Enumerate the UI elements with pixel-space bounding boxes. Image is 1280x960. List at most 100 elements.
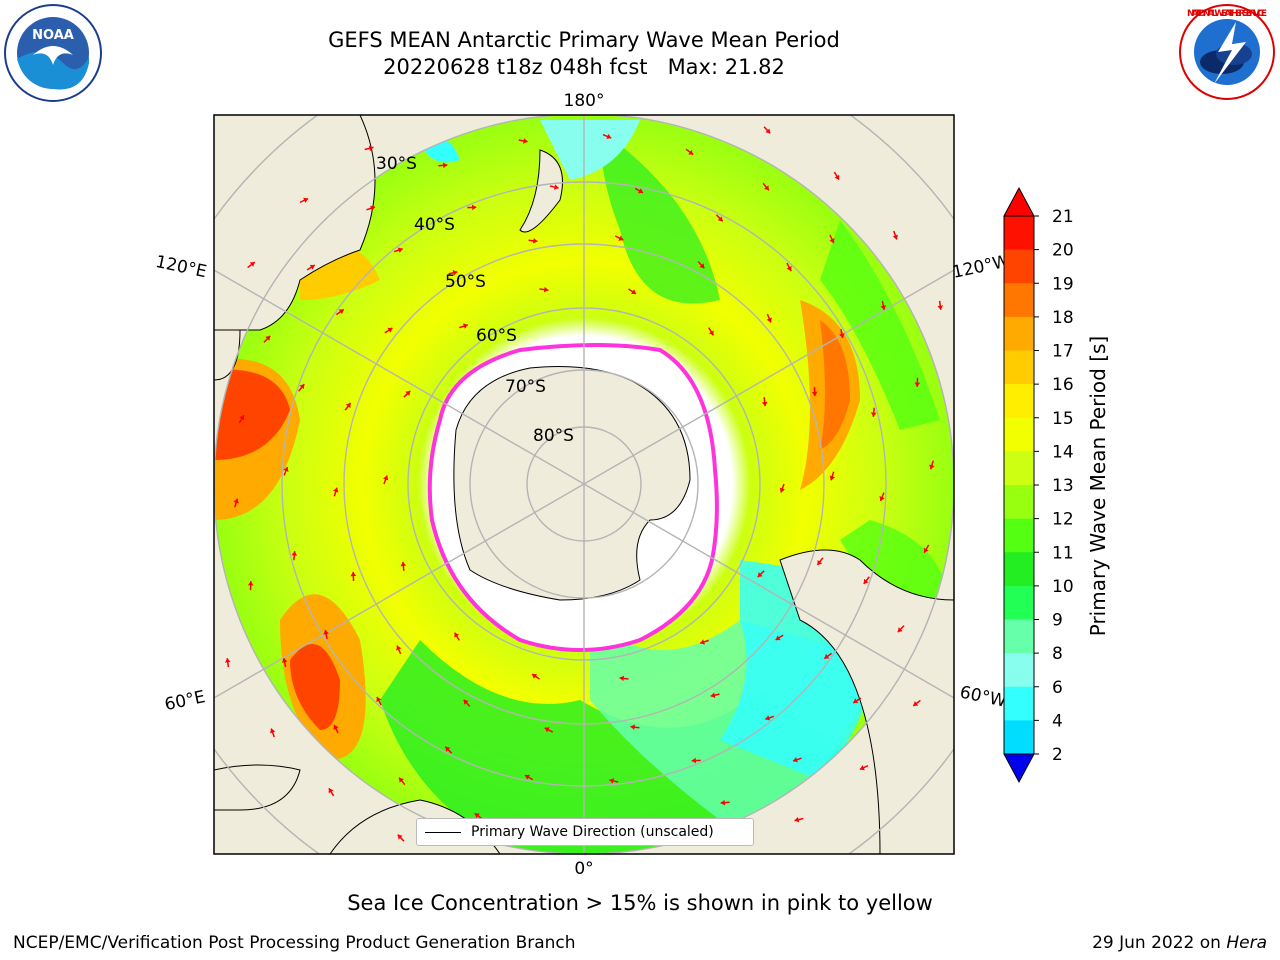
- colorbar-tick-label: 10: [1052, 577, 1074, 597]
- wave-direction-arrowhead: [533, 238, 538, 244]
- wave-direction-arrowhead: [618, 235, 624, 241]
- wave-direction-arrowhead: [863, 578, 869, 584]
- lon-label-120e: 120°E: [154, 252, 209, 282]
- wave-direction-arrowhead: [309, 264, 315, 270]
- wave-direction-arrowhead: [829, 475, 835, 481]
- wave-direction-arrowhead: [631, 289, 637, 295]
- wave-direction-arrowhead: [370, 205, 375, 211]
- wave-direction-arrowhead: [472, 204, 477, 211]
- new-zealand-land: [519, 149, 563, 233]
- antarctica-land: [453, 366, 691, 601]
- wave-direction-arrowhead: [870, 412, 877, 417]
- wave-direction-arrowhead: [397, 834, 403, 840]
- colorbar-segment: [1004, 451, 1034, 486]
- wave-direction-arrowhead: [281, 658, 288, 663]
- lat-label-70s: 70°S: [505, 377, 546, 397]
- wave-direction-arrowhead: [463, 699, 469, 705]
- colorbar-tick-label: 12: [1052, 510, 1074, 530]
- wave-direction-arrowhead: [291, 551, 298, 556]
- colorbar-tick-label: 19: [1052, 274, 1074, 294]
- wave-direction-arrowhead: [761, 401, 768, 407]
- australia-land: [214, 115, 376, 331]
- date-stamp: 29 Jun 2022 on Hera: [1092, 933, 1267, 953]
- wave-direction-arrowhead: [405, 390, 411, 396]
- wave-direction-arrowhead: [233, 498, 239, 504]
- wave-direction-arrowhead: [523, 138, 528, 144]
- wave-direction-arrowhead: [328, 788, 334, 794]
- wave-direction-arrowhead: [824, 653, 830, 659]
- sea-ice-caption: Sea Ice Concentration > 15% is shown in …: [347, 891, 933, 915]
- wave-direction-arrowhead: [400, 561, 407, 567]
- colorbar-segment: [1004, 686, 1034, 721]
- wave-direction-arrowhead: [929, 464, 935, 470]
- wave-direction-arrowhead: [766, 317, 772, 323]
- colorbar-segment: [1004, 417, 1034, 452]
- wave-direction-arrowhead: [249, 262, 255, 267]
- wave-direction-arrowhead: [606, 133, 612, 140]
- colorbar-segment: [1004, 518, 1034, 553]
- wave-direction-arrowhead: [699, 263, 705, 269]
- wave-direction-arrowhead: [303, 197, 309, 203]
- wave-direction-arrowhead: [524, 774, 530, 780]
- wave-direction-arrows: [224, 126, 944, 842]
- wave-direction-arrowhead: [859, 765, 865, 771]
- wave-direction-arrowhead: [463, 323, 468, 329]
- wave-direction-arrowhead: [543, 286, 549, 293]
- colorbar-tick-label: 17: [1052, 342, 1074, 362]
- wave-direction-arrowhead: [793, 757, 798, 763]
- wave-direction-arrowhead: [531, 673, 537, 679]
- wave-direction-arrowhead: [913, 701, 919, 706]
- wave-direction-arrowhead: [333, 724, 339, 730]
- colorbar-tick-label: 13: [1052, 476, 1074, 496]
- colorbar-tick-label: 4: [1052, 711, 1063, 731]
- wave-direction-arrowhead: [839, 333, 845, 338]
- wave-direction-arrowhead: [691, 757, 696, 764]
- noaa-logo: NOAA: [4, 4, 102, 102]
- legend-line-swatch: [425, 831, 461, 833]
- wave-direction-arrowhead: [544, 727, 550, 733]
- colorbar-segment: [1004, 283, 1034, 318]
- wave-direction-arrowhead: [474, 813, 480, 819]
- colorbar-tick-label: 20: [1052, 241, 1074, 261]
- lat-label-40s: 40°S: [414, 215, 455, 235]
- colorbar-extend-top: [1003, 186, 1035, 217]
- wave-direction-arrowhead: [757, 572, 763, 578]
- lat-label-80s: 80°S: [533, 426, 574, 446]
- wave-direction-arrowhead: [454, 632, 460, 638]
- wave-direction-arrowhead: [396, 645, 402, 651]
- lon-label-60e: 60°E: [163, 687, 207, 715]
- wave-direction-arrowhead: [879, 496, 885, 502]
- wave-direction-arrowhead: [383, 475, 389, 481]
- wave-direction-arrowhead: [338, 309, 344, 315]
- wave-direction-arrowhead: [397, 247, 403, 253]
- lat-label-60s: 60°S: [476, 326, 517, 346]
- colorbar-extend-bottom: [1003, 753, 1035, 784]
- wave-direction-arrowhead: [794, 816, 800, 823]
- wave-direction-arrowhead: [720, 799, 725, 806]
- lat-label-30s: 30°S: [376, 154, 417, 174]
- colorbar-segment: [1004, 653, 1034, 688]
- colorbar-label: Primary Wave Mean Period [s]: [1086, 335, 1110, 637]
- nws-logo-text: NATIONAL WEATHER SERVICE: [1187, 9, 1267, 19]
- wave-direction-arrowhead: [811, 391, 818, 397]
- colorbar-tick-label: 2: [1052, 745, 1063, 765]
- wave-direction-arrowhead: [700, 639, 705, 645]
- wave-direction-arrowhead: [452, 270, 458, 276]
- colorbar-tick-label: 21: [1052, 207, 1074, 227]
- wave-direction-arrowhead: [688, 149, 694, 155]
- wave-direction-arrowhead: [914, 382, 921, 387]
- wave-direction-arrowhead: [765, 715, 771, 721]
- wave-direction-arrowhead: [443, 162, 448, 169]
- wave-direction-arrowhead: [880, 305, 887, 310]
- colorbar-tick-label: 15: [1052, 409, 1074, 429]
- wave-direction-arrowhead: [239, 415, 245, 421]
- wave-direction-arrowhead: [387, 327, 393, 333]
- wave-direction-arrowhead: [817, 560, 823, 566]
- map-subtitle: 20220628 t18z 048h fcst Max: 21.82: [383, 55, 785, 79]
- wave-direction-arrowhead: [923, 547, 929, 553]
- credit-text: NCEP/EMC/Verification Post Processing Pr…: [13, 933, 576, 953]
- nws-logo: NATIONAL WEATHER SERVICE: [1179, 4, 1275, 100]
- date-text: 29 Jun 2022 on: [1092, 933, 1227, 953]
- wave-direction-arrowhead: [779, 487, 785, 493]
